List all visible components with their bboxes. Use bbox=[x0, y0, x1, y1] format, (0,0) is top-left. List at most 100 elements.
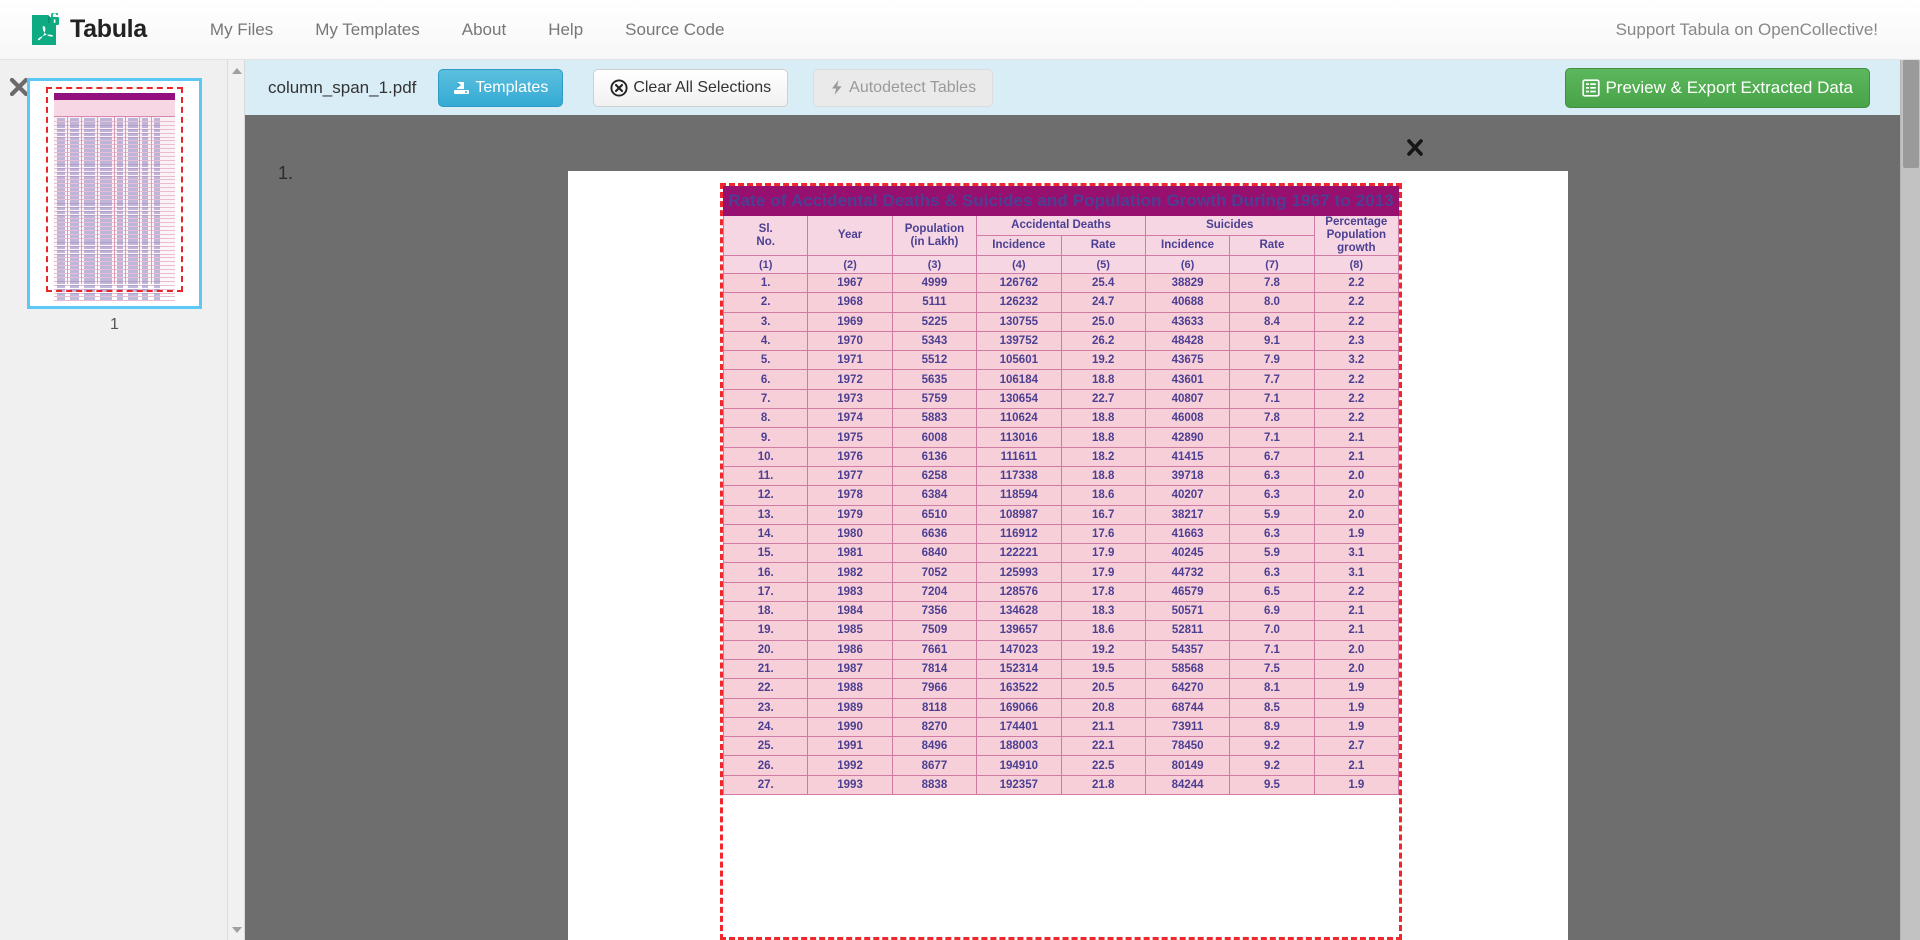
table-cell: 2.0 bbox=[1313, 504, 1400, 525]
autodetect-tables-label: Autodetect Tables bbox=[849, 78, 977, 96]
clear-all-selections-button[interactable]: Clear All Selections bbox=[593, 68, 789, 107]
table-cell: 7.1 bbox=[1229, 639, 1315, 660]
table-cell: 1990 bbox=[807, 716, 893, 738]
table-cell: 26. bbox=[722, 755, 809, 776]
table-cell: 1991 bbox=[807, 736, 893, 757]
table-cell: 1993 bbox=[807, 774, 893, 796]
table-cell: 9.5 bbox=[1229, 774, 1315, 796]
table-cell: 4999 bbox=[891, 272, 978, 294]
table-cell: 2.2 bbox=[1313, 581, 1400, 603]
table-cell: 8270 bbox=[891, 716, 978, 738]
table-cell: 24.7 bbox=[1060, 292, 1146, 313]
table-cell: 108987 bbox=[976, 504, 1062, 525]
header-suicides: Suicides bbox=[1144, 215, 1315, 236]
pdf-viewer: 1. Rate of Accidental Deaths & Suicides … bbox=[245, 115, 1920, 940]
table-cell: 8.4 bbox=[1229, 311, 1315, 332]
header-pct-population-growth: Percentage Population growth bbox=[1313, 215, 1400, 256]
table-cell: 1.9 bbox=[1313, 716, 1400, 738]
table-cell: 8.0 bbox=[1229, 292, 1315, 313]
table-cell: 43601 bbox=[1144, 369, 1231, 390]
table-cell: 7.8 bbox=[1229, 408, 1315, 429]
table-cell: 3.1 bbox=[1313, 543, 1400, 564]
table-cell: 8.5 bbox=[1229, 697, 1315, 718]
table-cell: 116912 bbox=[976, 523, 1062, 545]
nav-source-code[interactable]: Source Code bbox=[625, 19, 725, 39]
table-cell: 6.3 bbox=[1229, 465, 1315, 487]
table-cell: 19.2 bbox=[1060, 350, 1146, 371]
table-cell: 139657 bbox=[976, 620, 1062, 641]
table-cell: 2.2 bbox=[1313, 369, 1400, 390]
table-cell: 5.9 bbox=[1229, 543, 1315, 564]
table-cell: 2.2 bbox=[1313, 311, 1400, 332]
table-cell: 5.9 bbox=[1229, 504, 1315, 525]
column-number: (5) bbox=[1060, 255, 1146, 274]
table-cell: 73911 bbox=[1144, 716, 1231, 738]
templates-button[interactable]: Templates bbox=[438, 68, 564, 107]
table-cell: 2.0 bbox=[1313, 485, 1400, 506]
nav-about[interactable]: About bbox=[461, 19, 507, 39]
table-row: 25. 1991 8496 188003 22.1 78450 9.2 2.7 bbox=[722, 736, 1400, 757]
table-cell: 3.2 bbox=[1313, 350, 1400, 371]
table-cell: 21. bbox=[722, 658, 809, 680]
table-cell: 8. bbox=[722, 408, 809, 429]
templates-button-label: Templates bbox=[475, 78, 549, 96]
table-cell: 8.9 bbox=[1229, 716, 1315, 738]
table-cell: 9.2 bbox=[1229, 736, 1315, 757]
support-opencollective-link[interactable]: Support Tabula on OpenCollective! bbox=[1615, 19, 1878, 39]
table-cell: 1980 bbox=[807, 523, 893, 545]
table-cell: 25.4 bbox=[1060, 272, 1146, 294]
table-cell: 1.9 bbox=[1313, 678, 1400, 699]
table-cell: 17.8 bbox=[1060, 581, 1146, 603]
page-thumbnail-1[interactable] bbox=[27, 78, 202, 309]
table-cell: 125993 bbox=[976, 562, 1062, 583]
nav-my-files[interactable]: My Files bbox=[209, 19, 274, 39]
table-cell: 1988 bbox=[807, 678, 893, 699]
main-scrollbar-thumb[interactable] bbox=[1903, 60, 1919, 168]
thumbnail-title-bar bbox=[54, 93, 175, 100]
table-cell: 24. bbox=[722, 716, 809, 738]
autodetect-tables-button[interactable]: Autodetect Tables bbox=[813, 68, 994, 107]
thumbnail-selection-outline bbox=[46, 87, 183, 292]
table-cell: 40807 bbox=[1144, 388, 1231, 410]
thumbnail-header-band bbox=[54, 100, 175, 117]
pdf-page-canvas[interactable]: Rate of Accidental Deaths & Suicides and… bbox=[568, 171, 1568, 940]
table-row: 22. 1988 7966 163522 20.5 64270 8.1 1.9 bbox=[722, 678, 1400, 699]
table-row: 10. 1976 6136 111611 18.2 41415 6.7 2.1 bbox=[722, 446, 1400, 467]
arrow-down-icon[interactable] bbox=[228, 921, 245, 938]
table-cell: 2.1 bbox=[1313, 755, 1400, 776]
lightning-bolt-icon bbox=[830, 79, 844, 96]
table-row: 7. 1973 5759 130654 22.7 40807 7.1 2.2 bbox=[722, 388, 1400, 410]
table-cell: 9. bbox=[722, 427, 809, 448]
nav-my-templates[interactable]: My Templates bbox=[315, 19, 420, 39]
table-cell: 1969 bbox=[807, 311, 893, 332]
table-cell: 139752 bbox=[976, 330, 1062, 352]
brand-logo[interactable]: Tabula bbox=[30, 11, 147, 47]
table-cell: 1987 bbox=[807, 658, 893, 680]
table-cell: 1989 bbox=[807, 697, 893, 718]
close-icon[interactable] bbox=[8, 77, 30, 99]
thumbnail-page-number: 1 bbox=[110, 316, 119, 333]
table-cell: 7.1 bbox=[1229, 388, 1315, 410]
table-row: 1. 1967 4999 126762 25.4 38829 7.8 2.2 bbox=[722, 272, 1400, 294]
table-cell: 128576 bbox=[976, 581, 1062, 603]
sidebar-scrollbar[interactable] bbox=[227, 60, 244, 940]
top-navbar: Tabula My Files My Templates About Help … bbox=[0, 0, 1920, 60]
circle-x-icon bbox=[610, 78, 628, 97]
table-cell: 84244 bbox=[1144, 774, 1231, 796]
table-selection-rectangle[interactable] bbox=[720, 183, 1402, 940]
main-vertical-scrollbar[interactable] bbox=[1900, 60, 1920, 940]
table-cell: 4. bbox=[722, 330, 809, 352]
table-cell: 6.7 bbox=[1229, 446, 1315, 467]
table-cell: 46579 bbox=[1144, 581, 1231, 603]
nav-links: My Files My Templates About Help Source … bbox=[189, 20, 745, 40]
column-number: (1) bbox=[722, 255, 809, 274]
preview-export-label: Preview & Export Extracted Data bbox=[1605, 77, 1853, 97]
arrow-up-icon[interactable] bbox=[228, 62, 245, 79]
preview-export-button[interactable]: Preview & Export Extracted Data bbox=[1565, 67, 1870, 108]
table-cell: 1967 bbox=[807, 272, 893, 294]
table-title-row: Rate of Accidental Deaths & Suicides and… bbox=[723, 186, 1399, 216]
table-cell: 1976 bbox=[807, 446, 893, 467]
nav-help[interactable]: Help bbox=[548, 19, 584, 39]
close-selection-icon[interactable] bbox=[1405, 138, 1425, 158]
table-cell: 16. bbox=[722, 562, 809, 583]
